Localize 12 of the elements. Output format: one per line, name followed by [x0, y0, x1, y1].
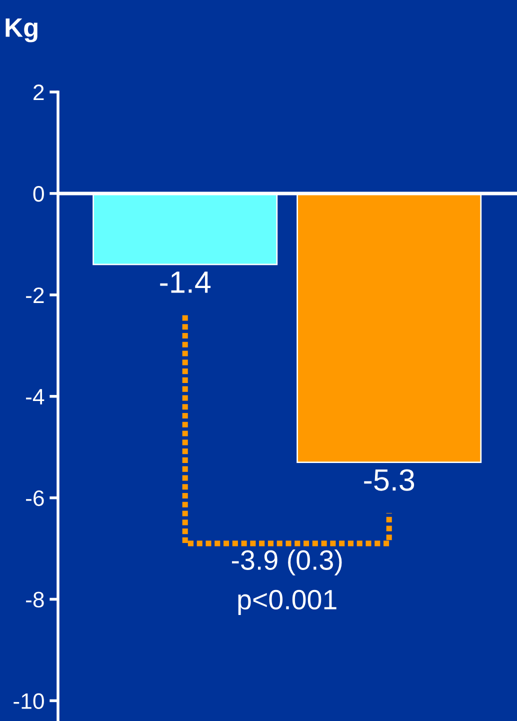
annotation: -3.9 (0.3): [232, 550, 342, 576]
y-tick-label: -6: [26, 490, 44, 506]
y-tick-label: -4: [26, 389, 44, 404]
y-tick-label: -8: [26, 592, 44, 608]
y-tick-label: 2: [34, 84, 44, 100]
y-tick-label: -2: [26, 287, 44, 303]
y-axis-title: Kg: [6, 18, 38, 42]
data-label: -5.3: [364, 469, 414, 491]
data-label: -1.4: [160, 272, 211, 293]
y-tick-label: 0: [33, 186, 44, 202]
y-tick-label: -10: [14, 693, 44, 709]
annotation: p<0.001: [238, 590, 336, 616]
